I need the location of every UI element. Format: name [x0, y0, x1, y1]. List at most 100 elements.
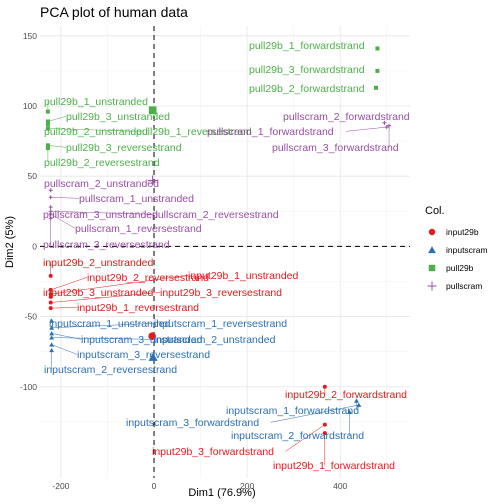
label-connector — [50, 292, 161, 303]
data-point — [45, 119, 50, 124]
label-connector — [51, 323, 155, 329]
legend-key — [427, 281, 437, 291]
x-tick-label: 200 — [240, 481, 254, 491]
x-tick-label: -200 — [52, 481, 69, 491]
chart-title: PCA plot of human data — [40, 4, 188, 20]
point-label: pull29b_3_forwardstrand — [249, 64, 365, 76]
point-label: pull29b_3_unstranded — [66, 111, 170, 123]
data-point — [45, 122, 50, 127]
data-point — [387, 123, 392, 128]
group-centroid — [148, 332, 156, 341]
data-point — [48, 216, 53, 221]
label-connector — [50, 197, 80, 199]
x-tick-label: 400 — [333, 481, 347, 491]
data-point — [384, 125, 389, 130]
point-labels: input29b_2_unstranded input29b_2_reverses… — [43, 40, 410, 472]
data-point — [48, 292, 53, 297]
point-label: pullscram_1_reversestrand — [75, 223, 202, 235]
label-connector — [51, 344, 78, 355]
data-point — [375, 68, 380, 73]
group-centroid — [147, 175, 158, 186]
label-connector — [50, 275, 189, 295]
point-label: pullscram_1_unstranded — [79, 193, 194, 205]
y-tick-label: 100 — [23, 101, 37, 111]
point-label: input29b_1_forwardstrand — [273, 460, 395, 472]
data-point — [354, 398, 359, 403]
label-connector — [50, 307, 78, 309]
label-connector — [51, 333, 82, 340]
group-centroid — [148, 352, 158, 361]
data-point — [49, 318, 55, 323]
data-point — [322, 384, 327, 389]
x-tick-label: 0 — [152, 481, 157, 491]
data-point — [48, 212, 53, 217]
point-label: pull29b_1_forwardstrand — [249, 40, 365, 52]
data-point — [48, 205, 53, 210]
point-label: pull29b_3_reversestrand — [66, 142, 182, 154]
point-label: inputscram_1_forwardstrand — [226, 405, 359, 417]
data-point — [45, 109, 50, 114]
legend-key — [428, 228, 436, 236]
data-point — [49, 342, 55, 347]
x-axis-label: Dim1 (76.9%) — [188, 487, 255, 499]
point-label: pullscram_3_unstranded — [43, 209, 158, 221]
y-tick-label: 0 — [32, 241, 37, 251]
label-connector — [346, 126, 387, 132]
reference-lines — [40, 26, 410, 478]
data-point — [48, 188, 53, 193]
data-point — [49, 347, 55, 353]
label-connector — [51, 337, 155, 340]
y-tick-label: -100 — [20, 382, 37, 392]
data-point — [322, 431, 327, 436]
point-label: inputscram_3_forwardstrand — [126, 417, 259, 429]
data-point — [49, 331, 55, 336]
y-tick-label: 150 — [23, 31, 37, 41]
point-label: inputscram_3_unstranded — [81, 334, 203, 346]
point-label: inputscram_2_reversestrand — [44, 364, 177, 376]
point-label: input29b_2_reversestrand — [87, 272, 209, 284]
point-label: inputscram_1_reversestrand — [154, 318, 287, 330]
point-label: pull29b_1_reversestrand — [136, 126, 252, 138]
data-point — [374, 85, 379, 90]
data-point — [48, 300, 53, 305]
data-point — [49, 325, 55, 330]
data-point — [45, 126, 50, 131]
point-label: pull29b_1_unstranded — [44, 96, 148, 108]
legend-key — [428, 246, 436, 254]
point-label: input29b_3_forwardstrand — [152, 446, 274, 458]
data-point — [356, 402, 362, 407]
point-label: pullscram_3_reversestrand — [43, 239, 170, 251]
data-point — [48, 294, 53, 299]
legend-title: Col. — [425, 205, 445, 217]
point-label: pullscram_2_unstranded — [44, 178, 159, 190]
legend: Col. input29b inputscram pull29b pullscram — [425, 205, 488, 291]
label-connector — [50, 277, 88, 291]
point-label: pullscram_3_forwardstrand — [272, 142, 399, 154]
label-connector — [285, 424, 325, 452]
point-label: inputscram_3_reversestrand — [77, 349, 210, 361]
point-label: pull29b_2_unstranded — [44, 126, 148, 138]
legend-label: inputscram — [446, 245, 488, 255]
y-axis-label: Dim2 (5%) — [4, 216, 16, 268]
point-label: pullscram_2_forwardstrand — [283, 111, 410, 123]
point-label: inputscram_2_forwardstrand — [231, 430, 364, 442]
point-label: inputscram_1_unstranded — [49, 318, 171, 330]
data-point — [347, 409, 352, 414]
point-label: input29b_1_reversestrand — [77, 302, 199, 314]
data-point — [48, 195, 53, 200]
point-label: pull29b_2_reversestrand — [44, 157, 160, 169]
point-label: pullscram_1_forwardstrand — [207, 126, 334, 138]
data-points — [45, 46, 392, 436]
label-connector — [50, 211, 153, 215]
data-point — [45, 146, 50, 151]
data-point — [49, 335, 55, 340]
label-connector — [47, 128, 137, 132]
data-point — [382, 120, 387, 125]
data-point — [48, 287, 53, 292]
y-tick-label: -50 — [25, 312, 38, 322]
point-label: input29b_3_unstranded — [43, 287, 154, 299]
data-point — [48, 273, 53, 278]
label-connector — [47, 116, 67, 122]
legend-label: input29b — [446, 227, 479, 237]
